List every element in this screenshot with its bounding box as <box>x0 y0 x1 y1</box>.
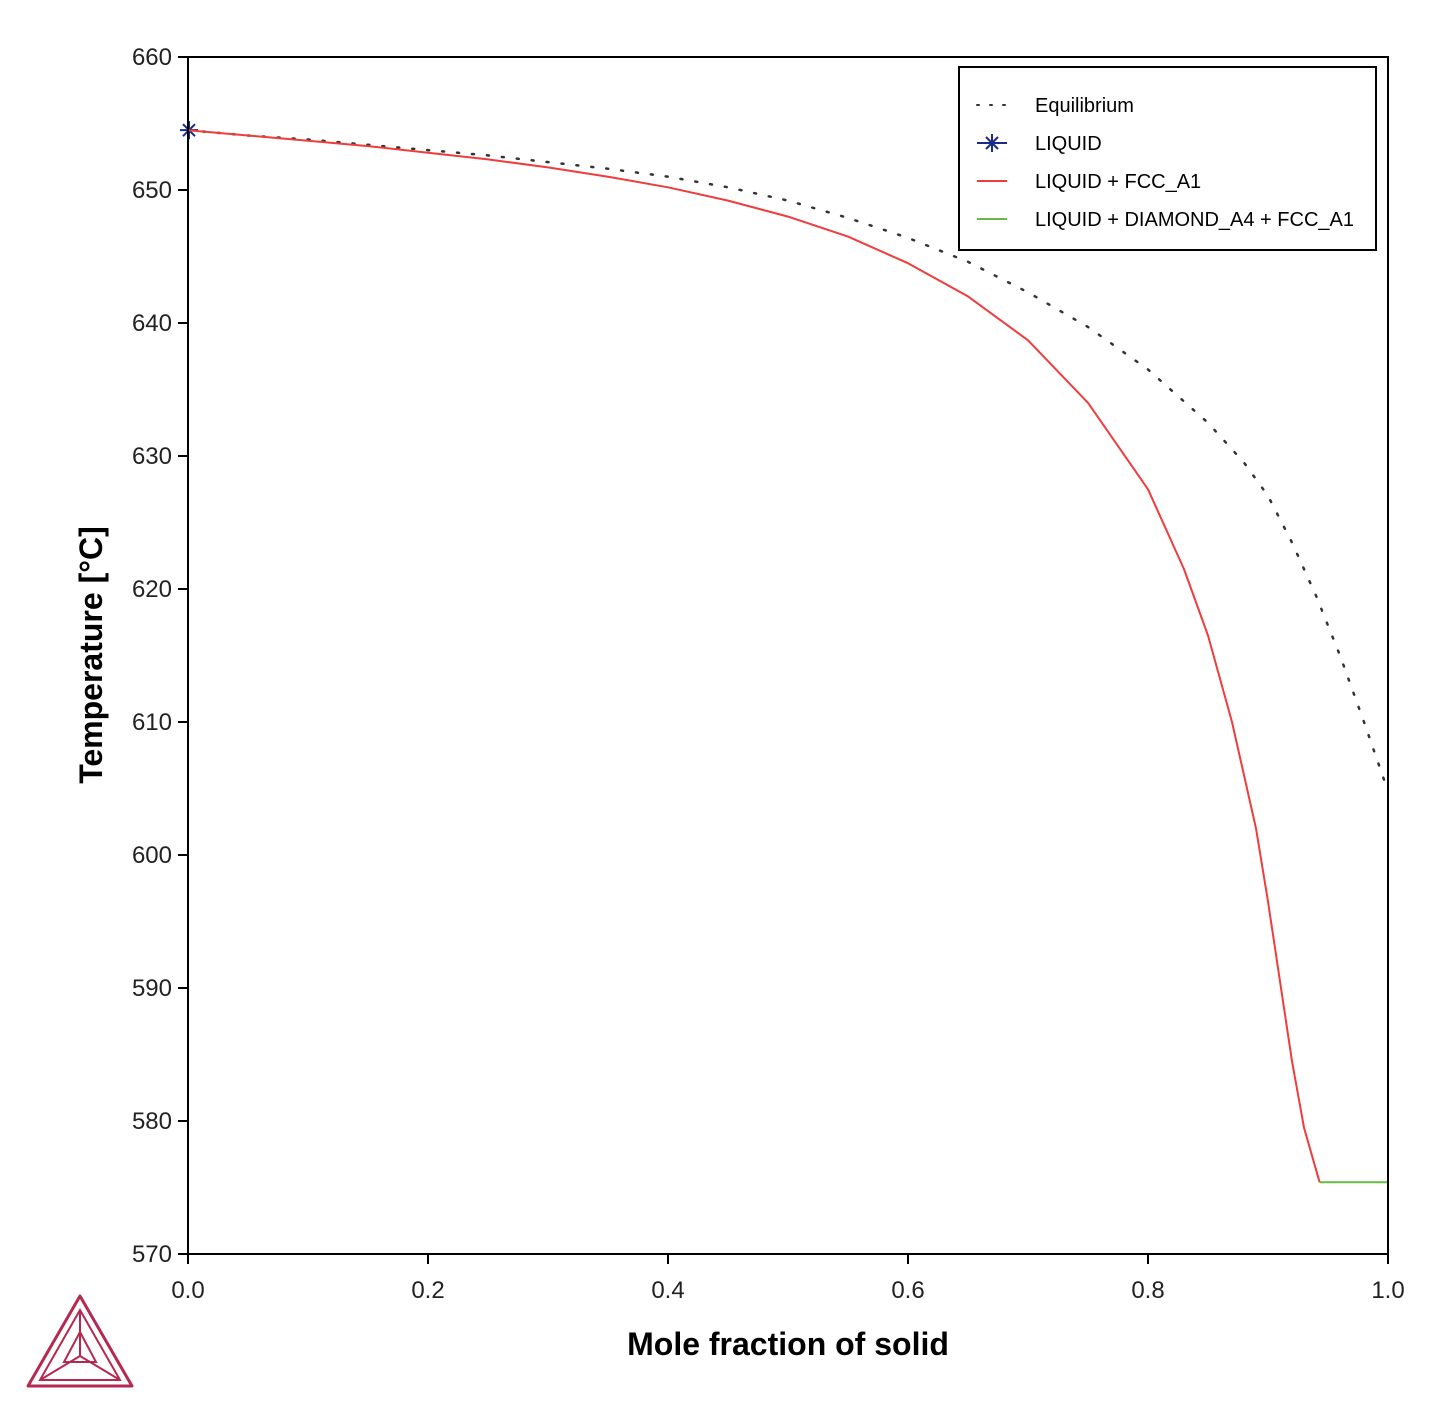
legend-label-liquid: LIQUID <box>1035 133 1102 155</box>
y-tick-label: 570 <box>132 1241 172 1268</box>
y-tick-label: 630 <box>132 443 172 470</box>
x-tick-label: 0.4 <box>651 1277 684 1304</box>
series-line-equilibrium <box>186 128 1390 793</box>
series-line-liquid-fcc-a1 <box>187 129 1321 1183</box>
y-tick-label: 620 <box>132 576 172 603</box>
y-tick-label: 590 <box>132 975 172 1002</box>
y-tick-label: 660 <box>132 44 172 71</box>
thermo-calc-logo-icon <box>26 1294 134 1388</box>
x-tick-label: 0.6 <box>891 1277 924 1304</box>
legend-marker-liquid <box>983 134 1001 152</box>
x-tick-label: 0.0 <box>171 1277 204 1304</box>
x-tick-label: 1.0 <box>1371 1277 1404 1304</box>
x-tick-label: 0.2 <box>411 1277 444 1304</box>
legend-box <box>958 66 1377 251</box>
y-axis-title: Temperature [°C] <box>73 526 109 784</box>
y-tick-label: 580 <box>132 1108 172 1135</box>
legend: Equilibrium LIQUID LIQUID + FCC_A1 LIQUID +… <box>958 66 1377 251</box>
legend-label-equilibrium: Equilibrium <box>1035 95 1134 117</box>
legend-label-liquid-diamond-a4-fcc-a1: LIQUID + DIAMOND_A4 + FCC_A1 <box>1035 209 1354 231</box>
x-axis-title: Mole fraction of solid <box>627 1326 949 1362</box>
y-tick-label: 600 <box>132 842 172 869</box>
x-tick-label: 0.8 <box>1131 1277 1164 1304</box>
plot-frame <box>187 56 1389 1255</box>
axes: 570 580 590 600 610 620 630 640 650 660 0.0 0.2 0.4 0… <box>132 44 1405 1304</box>
series-layer <box>180 121 1390 1184</box>
y-tick-label: 650 <box>132 177 172 204</box>
y-tick-label: 640 <box>132 310 172 337</box>
legend-label-liquid-fcc-a1: LIQUID + FCC_A1 <box>1035 171 1201 193</box>
y-tick-label: 610 <box>132 709 172 736</box>
